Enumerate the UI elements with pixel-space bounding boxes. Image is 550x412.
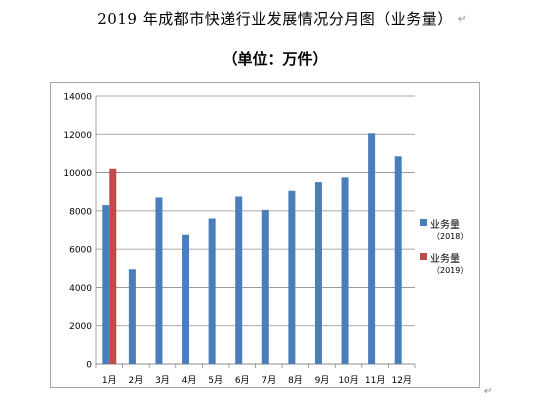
x-tick-label: 10月 — [338, 375, 358, 386]
paragraph-mark-icon: ↵ — [484, 386, 493, 397]
x-tick-label: 6月 — [235, 375, 250, 386]
legend-year-2018: （2018） — [432, 232, 469, 241]
x-tick-label: 2月 — [129, 375, 144, 386]
y-tick-label: 10000 — [63, 169, 92, 179]
bar — [314, 182, 322, 364]
bar — [102, 205, 110, 364]
y-tick-label: 8000 — [69, 207, 92, 217]
x-tick-label: 11月 — [365, 375, 385, 386]
x-tick-label: 12月 — [391, 375, 411, 386]
bar — [341, 177, 349, 364]
chart-frame — [50, 82, 480, 388]
bar — [368, 133, 376, 364]
y-tick-label: 0 — [86, 361, 92, 371]
legend-label-2018: 业务量 — [430, 220, 460, 231]
y-tick-label: 14000 — [63, 93, 92, 103]
x-tick-label: 3月 — [155, 375, 170, 386]
bar — [208, 218, 216, 364]
y-tick-label: 12000 — [63, 131, 92, 141]
x-tick-label: 7月 — [261, 375, 276, 386]
chart-legend: 业务量 （2018） 业务量 （2019） — [420, 216, 480, 284]
paragraph-mark-icon: ↵ — [458, 14, 467, 25]
bar — [288, 190, 296, 364]
chart-title: 2019 年成都市快递行业发展情况分月图（业务量） — [97, 10, 453, 28]
legend-swatch-2019 — [420, 253, 427, 260]
x-tick-label: 9月 — [315, 375, 330, 386]
bar — [235, 196, 243, 364]
legend-entry-2018: 业务量 （2018） — [420, 216, 480, 250]
x-tick-label: 4月 — [182, 375, 197, 386]
bar — [128, 269, 136, 364]
bar — [394, 156, 402, 364]
legend-entry-2019: 业务量 （2019） — [420, 250, 480, 284]
legend-swatch-2018 — [420, 219, 427, 226]
bar — [182, 234, 190, 364]
legend-year-2019: （2019） — [432, 266, 469, 275]
y-tick-label: 4000 — [69, 284, 92, 294]
x-tick-label: 8月 — [288, 375, 303, 386]
bar — [109, 168, 117, 364]
x-tick-label: 1月 — [102, 375, 117, 386]
legend-label-2019: 业务量 — [430, 254, 460, 265]
chart-subtitle: （单位：万件） — [222, 50, 328, 68]
bar — [155, 197, 163, 364]
y-tick-label: 6000 — [69, 246, 92, 256]
x-tick-label: 5月 — [208, 375, 223, 386]
bar — [261, 209, 269, 364]
y-tick-label: 2000 — [69, 322, 92, 332]
